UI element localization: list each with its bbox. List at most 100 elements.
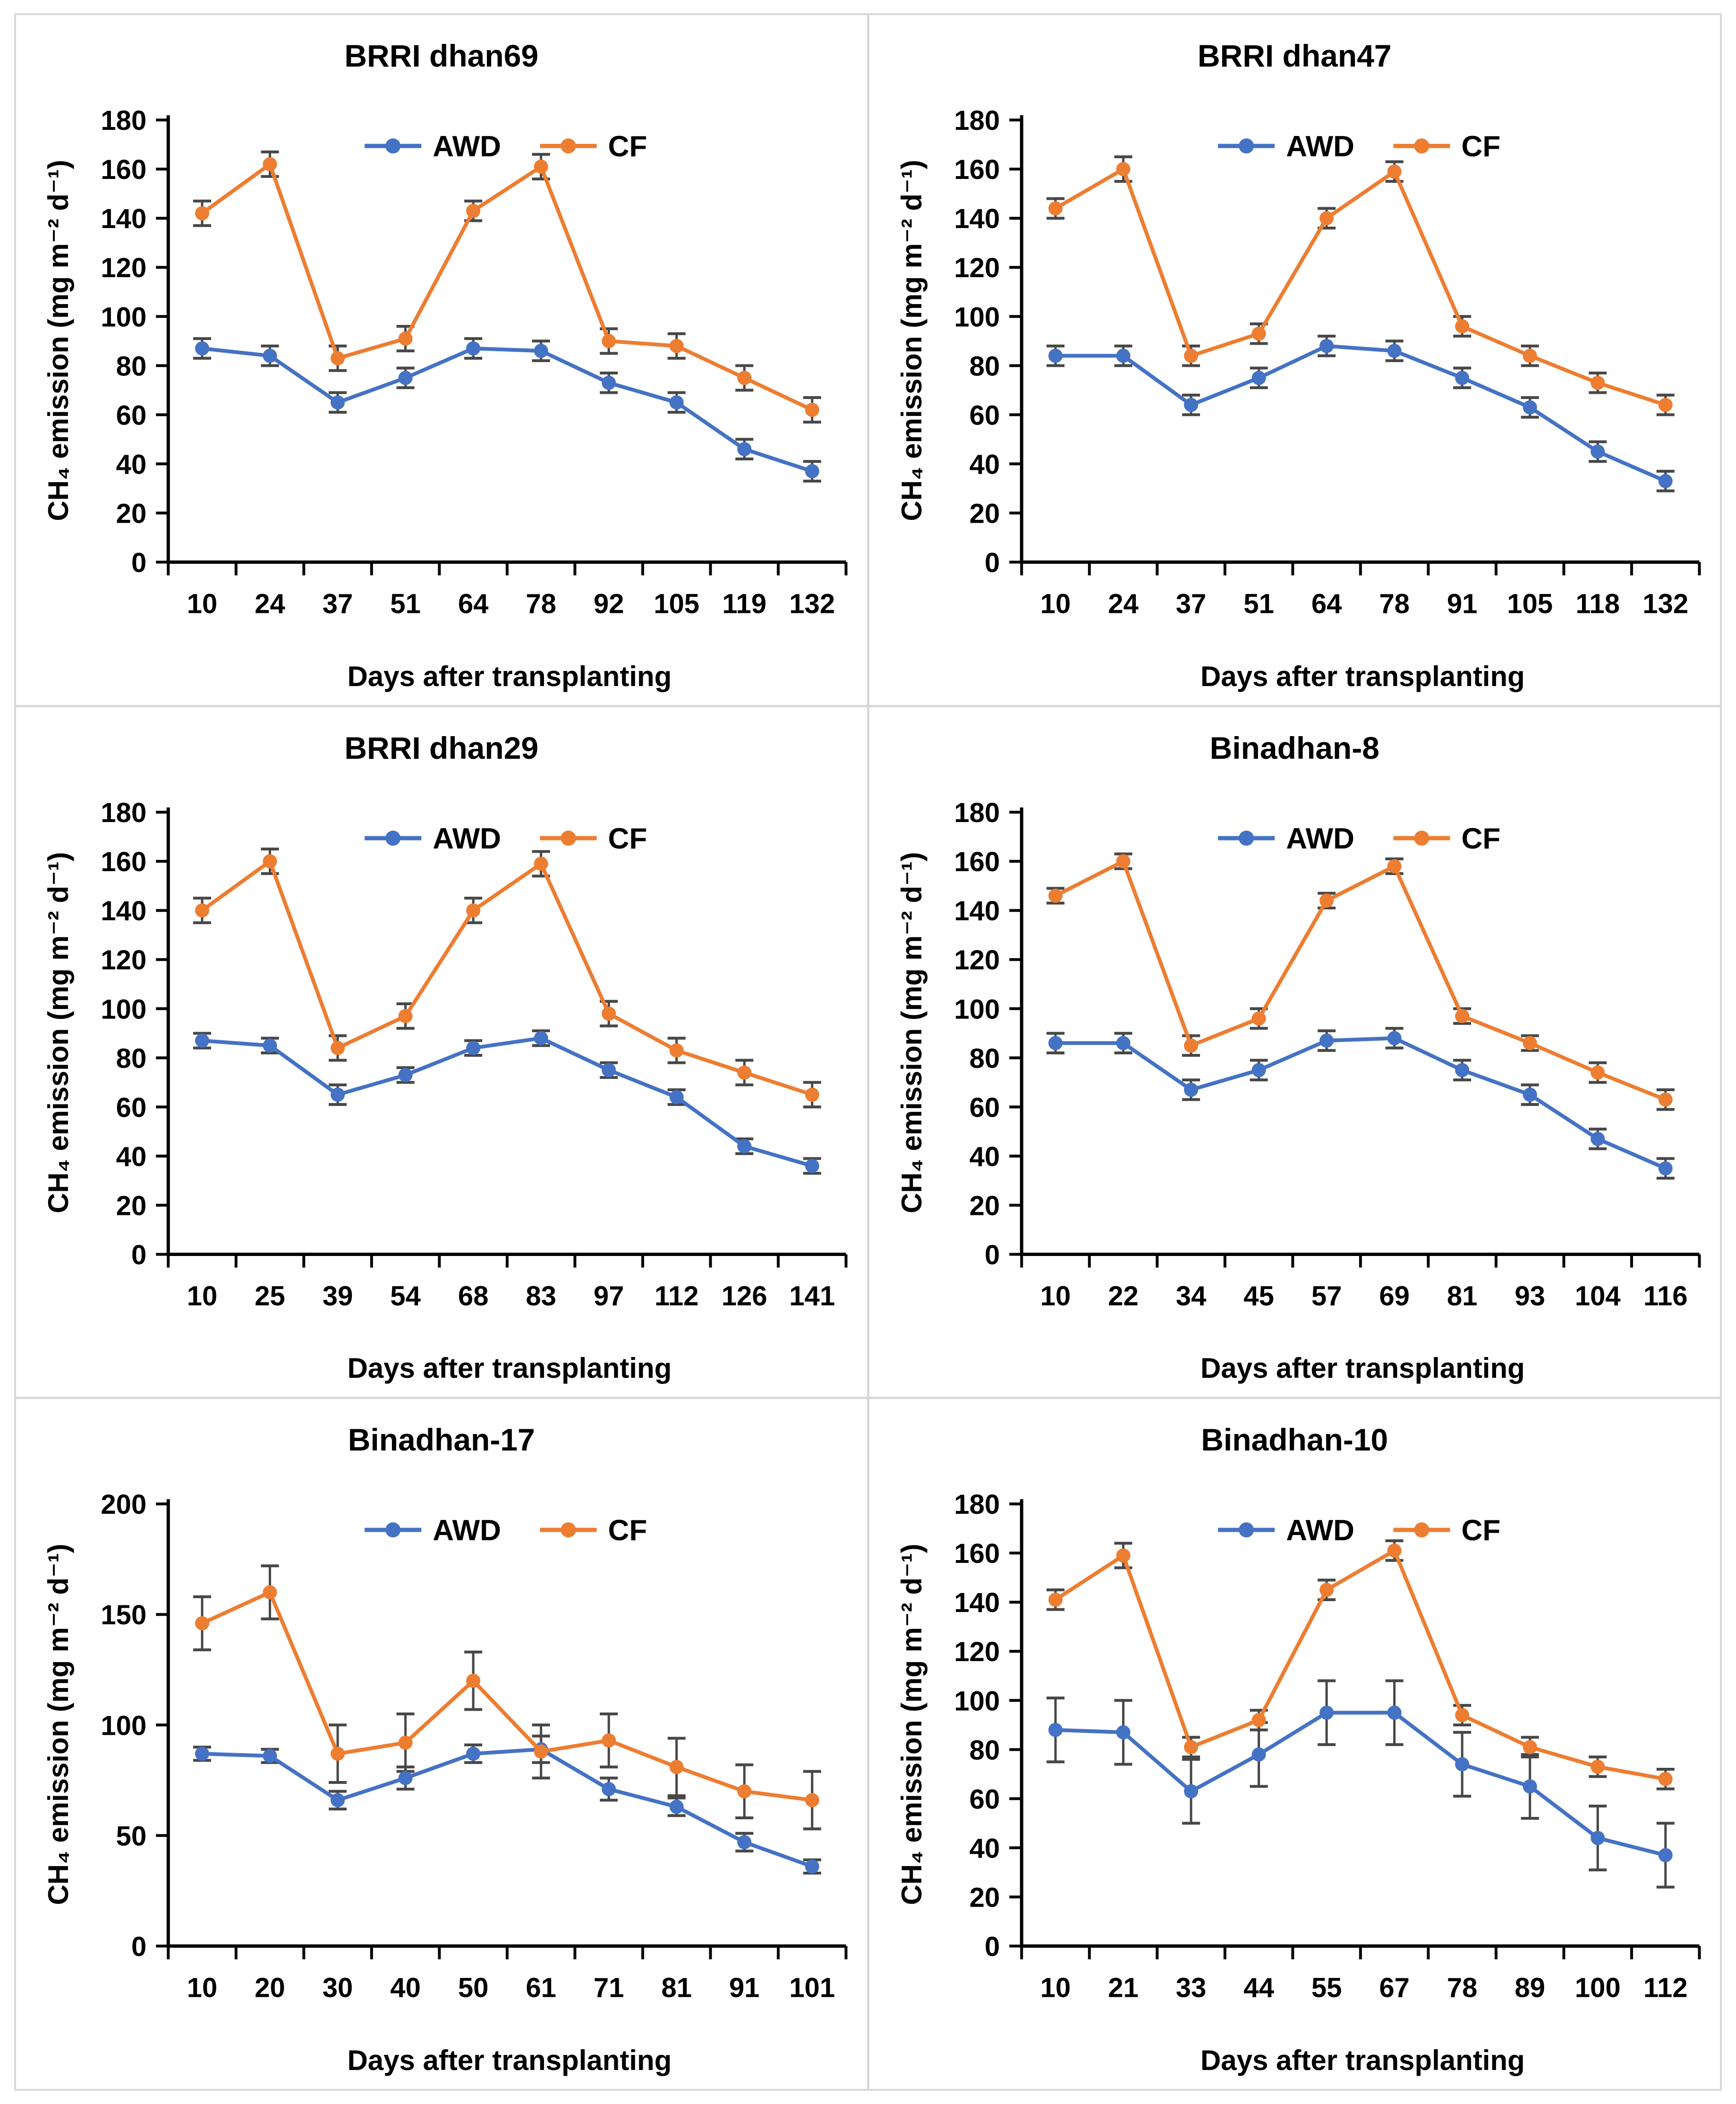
svg-text:AWD: AWD xyxy=(433,130,501,163)
line-chart-binadhan-8: 0 20 40 60 80 100 120 140 160 180 10 22 34 45 57 69 81 93… xyxy=(954,797,1701,1311)
svg-text:24: 24 xyxy=(1108,589,1139,619)
svg-text:60: 60 xyxy=(116,1092,147,1123)
svg-text:200: 200 xyxy=(101,1489,146,1520)
svg-text:105: 105 xyxy=(654,589,699,619)
svg-text:20: 20 xyxy=(969,498,1000,529)
svg-text:37: 37 xyxy=(1175,589,1206,619)
svg-text:39: 39 xyxy=(323,1281,353,1311)
line-chart-binadhan-10: 0 20 40 60 80 100 120 140 160 180 10 21 33 44 55 67 78 89… xyxy=(954,1489,1701,2003)
svg-text:140: 140 xyxy=(101,204,146,234)
svg-text:78: 78 xyxy=(1379,589,1410,619)
svg-text:CF: CF xyxy=(608,823,647,855)
svg-text:100: 100 xyxy=(954,994,1000,1025)
svg-text:51: 51 xyxy=(390,589,421,619)
chart-panel-binadhan-8: Binadhan-8 CH₄ emission (mg m⁻² d⁻¹) 0 20… xyxy=(869,707,1720,1397)
line-chart-binadhan-17: 0 50 100 150 200 10 20 30 40 50 61 71 81 91 101 AWD CF xyxy=(101,1489,848,2003)
svg-text:160: 160 xyxy=(101,847,146,877)
svg-text:57: 57 xyxy=(1311,1281,1342,1311)
svg-text:64: 64 xyxy=(1311,589,1342,619)
svg-text:116: 116 xyxy=(1643,1281,1687,1311)
svg-text:CF: CF xyxy=(1461,823,1500,855)
svg-text:37: 37 xyxy=(323,589,353,619)
svg-text:0: 0 xyxy=(984,548,999,578)
svg-text:61: 61 xyxy=(526,1973,556,2003)
svg-text:0: 0 xyxy=(131,1932,146,1962)
svg-text:20: 20 xyxy=(116,498,147,529)
svg-text:60: 60 xyxy=(116,400,147,431)
svg-text:24: 24 xyxy=(255,589,285,619)
svg-text:78: 78 xyxy=(1447,1973,1477,2003)
svg-text:140: 140 xyxy=(954,1588,1000,1619)
chart-title: BRRI dhan47 xyxy=(1197,38,1392,73)
svg-text:100: 100 xyxy=(101,994,146,1025)
svg-text:97: 97 xyxy=(594,1281,624,1311)
svg-text:120: 120 xyxy=(101,253,146,283)
x-axis-title: Days after transplanting xyxy=(1200,1352,1525,1384)
svg-text:40: 40 xyxy=(969,1141,1000,1172)
svg-text:132: 132 xyxy=(1642,589,1688,619)
svg-text:AWD: AWD xyxy=(1286,823,1354,855)
svg-text:91: 91 xyxy=(1447,589,1477,619)
svg-text:67: 67 xyxy=(1379,1973,1410,2003)
svg-text:AWD: AWD xyxy=(1286,130,1354,163)
svg-text:141: 141 xyxy=(789,1281,835,1311)
svg-text:160: 160 xyxy=(954,847,1000,877)
svg-text:50: 50 xyxy=(458,1973,489,2003)
svg-text:AWD: AWD xyxy=(433,823,501,855)
svg-text:CF: CF xyxy=(1461,1514,1500,1547)
chart-title: Binadhan-10 xyxy=(1201,1422,1388,1458)
svg-text:83: 83 xyxy=(526,1281,556,1311)
svg-text:CF: CF xyxy=(608,1514,647,1547)
svg-text:69: 69 xyxy=(1379,1281,1410,1311)
svg-text:140: 140 xyxy=(101,896,146,926)
x-axis-title: Days after transplanting xyxy=(1200,2044,1525,2076)
svg-text:0: 0 xyxy=(131,548,146,578)
x-axis-title: Days after transplanting xyxy=(1200,660,1525,692)
svg-text:10: 10 xyxy=(1040,1973,1071,2003)
svg-text:71: 71 xyxy=(594,1973,624,2003)
svg-text:10: 10 xyxy=(187,1281,218,1311)
svg-text:140: 140 xyxy=(954,204,1000,234)
svg-text:100: 100 xyxy=(954,1686,1000,1717)
svg-text:81: 81 xyxy=(661,1973,692,2003)
svg-text:120: 120 xyxy=(101,945,146,976)
svg-text:CF: CF xyxy=(1461,130,1500,163)
svg-text:120: 120 xyxy=(954,1637,1000,1668)
svg-text:10: 10 xyxy=(187,589,218,619)
svg-text:126: 126 xyxy=(722,1281,767,1311)
svg-text:33: 33 xyxy=(1175,1973,1206,2003)
svg-text:81: 81 xyxy=(1447,1281,1477,1311)
svg-text:40: 40 xyxy=(116,449,147,480)
svg-text:80: 80 xyxy=(116,1043,147,1074)
svg-text:20: 20 xyxy=(969,1883,1000,1913)
svg-text:100: 100 xyxy=(1574,1973,1620,2003)
svg-text:45: 45 xyxy=(1243,1281,1274,1311)
svg-text:20: 20 xyxy=(255,1973,285,2003)
svg-text:20: 20 xyxy=(116,1190,147,1221)
svg-text:10: 10 xyxy=(187,1973,218,2003)
svg-text:92: 92 xyxy=(594,589,624,619)
line-chart-brri-dhan47: 0 20 40 60 80 100 120 140 160 180 10 24 37 51 64 78 91 10… xyxy=(954,105,1701,619)
svg-text:120: 120 xyxy=(954,253,1000,283)
svg-text:0: 0 xyxy=(984,1932,999,1962)
chart-title: BRRI dhan29 xyxy=(344,730,539,765)
svg-text:89: 89 xyxy=(1515,1973,1545,2003)
svg-text:100: 100 xyxy=(101,1711,146,1741)
svg-text:93: 93 xyxy=(1515,1281,1545,1311)
x-axis-title: Days after transplanting xyxy=(347,2044,672,2076)
svg-text:80: 80 xyxy=(116,351,147,382)
svg-text:68: 68 xyxy=(458,1281,489,1311)
svg-text:112: 112 xyxy=(1643,1973,1687,2003)
svg-text:132: 132 xyxy=(789,589,835,619)
svg-text:40: 40 xyxy=(969,449,1000,480)
svg-text:150: 150 xyxy=(101,1600,146,1631)
chart-title: Binadhan-17 xyxy=(348,1422,535,1458)
x-axis-title: Days after transplanting xyxy=(347,660,672,692)
svg-text:91: 91 xyxy=(729,1973,760,2003)
svg-text:AWD: AWD xyxy=(433,1514,501,1547)
svg-text:104: 104 xyxy=(1574,1281,1620,1311)
